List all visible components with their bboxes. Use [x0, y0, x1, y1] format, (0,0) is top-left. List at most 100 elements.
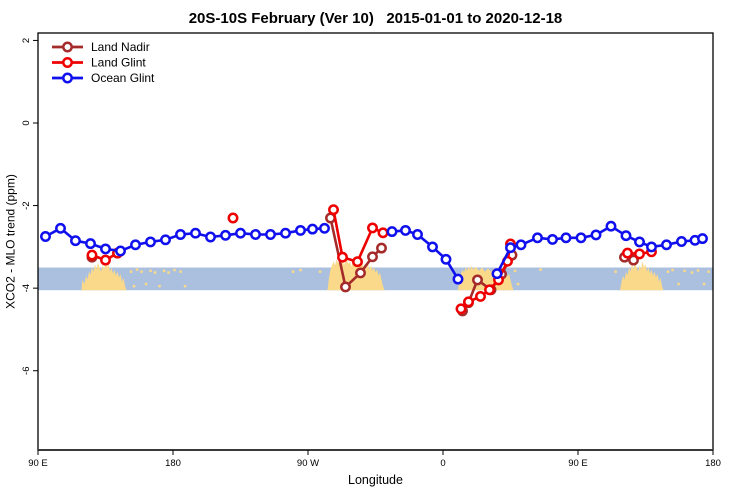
- data-point: [475, 290, 486, 302]
- data-point: [440, 253, 452, 265]
- x-tick-label: 180: [705, 458, 721, 469]
- data-point: [590, 229, 602, 241]
- data-point: [85, 238, 96, 250]
- land-speckle: [516, 282, 520, 286]
- land-speckle: [671, 268, 674, 272]
- data-point: [160, 234, 171, 246]
- data-point: [547, 233, 558, 245]
- data-point: [620, 230, 632, 242]
- land-speckle: [690, 271, 694, 274]
- land-speckle: [135, 268, 139, 271]
- data-point: [367, 251, 378, 263]
- data-point: [622, 247, 633, 259]
- land-speckle: [677, 282, 680, 286]
- data-point: [634, 236, 645, 248]
- x-axis-label: Longitude: [348, 473, 403, 487]
- land-speckle: [291, 270, 295, 273]
- data-point: [280, 227, 291, 239]
- land-speckle: [666, 270, 670, 273]
- data-point: [337, 251, 348, 263]
- data-point: [190, 227, 201, 239]
- australia-land-strip-repeat: [620, 261, 664, 291]
- y-tick-label: -4: [21, 284, 32, 292]
- land-speckle: [614, 270, 617, 273]
- y-axis-ticks: 2 0 -2 -4 -6: [21, 38, 38, 375]
- data-point: [377, 227, 389, 239]
- y-tick-label: -6: [21, 367, 32, 375]
- legend-label: Ocean Glint: [91, 71, 155, 85]
- x-tick-label: 90 E: [28, 458, 48, 469]
- land-speckle: [144, 282, 148, 286]
- data-point: [40, 231, 51, 242]
- legend-marker-icon: [62, 72, 73, 84]
- data-point: [491, 268, 503, 280]
- land-speckle: [707, 270, 710, 273]
- y-tick-label: -2: [21, 201, 32, 209]
- series-line: [495, 224, 704, 276]
- land-speckle: [696, 269, 700, 272]
- data-point: [676, 236, 687, 247]
- data-point: [227, 212, 239, 224]
- land-speckle: [153, 271, 157, 274]
- data-point: [367, 222, 378, 234]
- land-speckle: [167, 271, 170, 274]
- data-point: [340, 281, 351, 293]
- legend-item-ocean-glint: Ocean Glint: [52, 71, 155, 85]
- y-tick-label: 0: [21, 120, 32, 125]
- data-point: [472, 274, 483, 286]
- x-axis-ticks: 90 E 180 90 W 0 90 E 180: [28, 450, 721, 469]
- land-speckle: [149, 269, 152, 273]
- land-speckle: [158, 284, 161, 288]
- data-point: [328, 204, 339, 216]
- x-tick-label: 180: [165, 458, 181, 469]
- australia-land-strip: [81, 261, 127, 291]
- data-point: [100, 254, 111, 266]
- data-point: [452, 273, 464, 285]
- chart-title: 20S-10S February (Ver 10) 2015-01-01 to …: [188, 10, 563, 27]
- data-point: [220, 229, 231, 241]
- data-point: [515, 239, 527, 251]
- land-speckle: [183, 284, 187, 288]
- data-point: [70, 235, 81, 247]
- x-tick-label: 90 W: [297, 458, 319, 469]
- data-point: [376, 242, 387, 254]
- series-ocean-glint: [40, 220, 708, 285]
- data-point: [250, 229, 261, 240]
- data-point: [560, 232, 572, 244]
- land-speckle: [140, 270, 143, 273]
- data-point: [400, 224, 411, 236]
- data-point: [115, 245, 126, 257]
- x-tick-label: 0: [440, 458, 445, 469]
- data-point: [130, 239, 141, 251]
- data-point: [634, 248, 645, 260]
- land-speckle: [173, 268, 176, 272]
- data-point: [55, 222, 66, 234]
- legend-marker-icon: [62, 57, 73, 68]
- legend-item-land-nadir: Land Nadir: [52, 40, 150, 54]
- data-point: [575, 232, 587, 244]
- data-point: [646, 241, 657, 253]
- data-point: [295, 224, 306, 236]
- legend-label: Land Nadir: [91, 40, 150, 54]
- y-tick-label: 2: [21, 38, 32, 43]
- data-point: [352, 256, 363, 268]
- data-point: [484, 284, 495, 296]
- series-land-glint: [86, 204, 657, 315]
- land-speckle: [132, 284, 136, 288]
- land-speckle: [162, 269, 166, 273]
- data-point: [412, 229, 423, 240]
- land-speckle: [179, 270, 182, 273]
- data-point: [605, 220, 617, 232]
- legend-marker-icon: [62, 41, 73, 53]
- data-point: [427, 241, 438, 253]
- land-speckle: [129, 270, 133, 273]
- data-point: [205, 231, 216, 243]
- x-tick-label: 90 E: [568, 458, 588, 469]
- data-point: [235, 227, 246, 239]
- data-point: [145, 236, 156, 248]
- legend-label: Land Glint: [91, 56, 146, 70]
- data-point: [661, 239, 672, 251]
